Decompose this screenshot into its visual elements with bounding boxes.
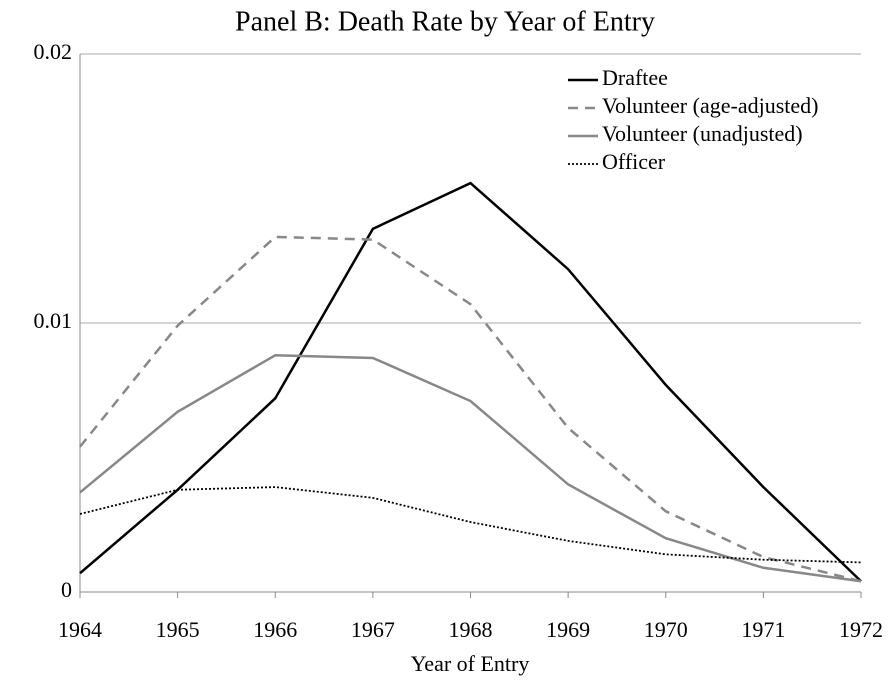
series-line: [79, 181, 862, 583]
series-line: [79, 486, 862, 564]
x-tick-label: 1970: [644, 617, 688, 642]
x-tick-label: 1964: [58, 617, 102, 642]
legend-label: Volunteer (age-adjusted): [602, 93, 818, 118]
x-tick-label: 1971: [741, 617, 785, 642]
y-tick-label: 0: [61, 577, 72, 602]
legend-label: Draftee: [602, 65, 668, 90]
x-tick-label: 1965: [156, 617, 200, 642]
y-tick-label: 0.02: [34, 39, 73, 64]
legend-label: Officer: [602, 149, 666, 174]
x-axis-label: Year of Entry: [411, 651, 530, 676]
x-tick-label: 1966: [253, 617, 297, 642]
chart-title: Panel B: Death Rate by Year of Entry: [235, 6, 655, 37]
series-line: [79, 235, 862, 583]
y-tick-label: 0.01: [34, 308, 73, 333]
x-tick-label: 1969: [546, 617, 590, 642]
x-tick-label: 1972: [839, 617, 883, 642]
x-tick-label: 1967: [351, 617, 395, 642]
x-tick-label: 1968: [449, 617, 493, 642]
legend-label: Volunteer (unadjusted): [602, 121, 803, 146]
